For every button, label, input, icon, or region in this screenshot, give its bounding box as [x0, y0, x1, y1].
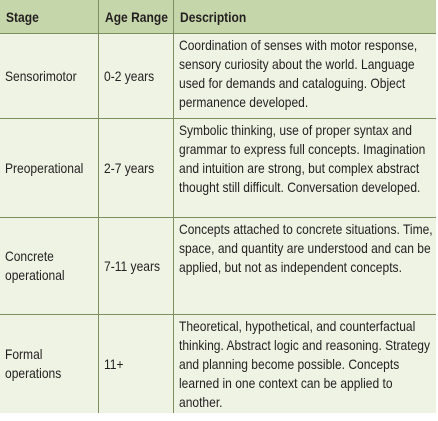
header-stage: Stage	[0, 0, 98, 34]
description-cell: Concepts attached to concrete situations…	[172, 217, 436, 315]
table-row: Concrete operational 7-11 years Concepts…	[0, 217, 436, 315]
description-text: Coordination of senses with motor respon…	[178, 37, 417, 110]
description-text: Concepts attached to concrete situations…	[178, 221, 433, 275]
header-description: Description	[172, 0, 436, 34]
age-cell: 0-2 years	[97, 33, 173, 119]
description-text: Theoretical, hypothetical, and counterfa…	[178, 318, 430, 410]
table-row: Preoperational 2-7 years Symbolic thinki…	[0, 118, 436, 218]
table-row: Sensorimotor 0-2 years Coordination of s…	[0, 33, 436, 119]
description-cell: Coordination of senses with motor respon…	[172, 33, 436, 119]
stage-cell: Formal operations	[0, 314, 98, 413]
stage-cell: Preoperational	[0, 118, 98, 218]
age-cell: 2-7 years	[97, 118, 173, 218]
age-cell: 7-11 years	[97, 217, 173, 315]
stage-text: Formal operations	[5, 346, 62, 381]
table-row: Formal operations 11+ Theoretical, hypot…	[0, 314, 436, 413]
age-text: 7-11 years	[103, 257, 160, 274]
age-cell: 11+	[97, 314, 173, 413]
stage-text: Preoperational	[5, 159, 84, 176]
header-row: Stage Age Range Description	[0, 0, 436, 34]
table-body: Sensorimotor 0-2 years Coordination of s…	[0, 33, 436, 413]
stages-table-container: Stage Age Range Description Sensorimotor…	[0, 0, 436, 413]
age-text: 11+	[103, 355, 124, 372]
table-header: Stage Age Range Description	[0, 0, 436, 34]
header-age-range-label: Age Range	[104, 8, 168, 25]
header-description-label: Description	[179, 8, 246, 25]
age-text: 0-2 years	[103, 67, 154, 84]
description-text: Symbolic thinking, use of proper syntax …	[178, 122, 425, 195]
stage-cell: Concrete operational	[0, 217, 98, 315]
development-stages-table: Stage Age Range Description Sensorimotor…	[0, 0, 436, 413]
description-cell: Theoretical, hypothetical, and counterfa…	[172, 314, 436, 413]
stage-text: Sensorimotor	[5, 67, 77, 84]
header-stage-label: Stage	[6, 8, 39, 25]
header-age-range: Age Range	[97, 0, 173, 34]
description-cell: Symbolic thinking, use of proper syntax …	[172, 118, 436, 218]
stage-text: Concrete operational	[5, 248, 65, 283]
age-text: 2-7 years	[103, 159, 154, 176]
stage-cell: Sensorimotor	[0, 33, 98, 119]
